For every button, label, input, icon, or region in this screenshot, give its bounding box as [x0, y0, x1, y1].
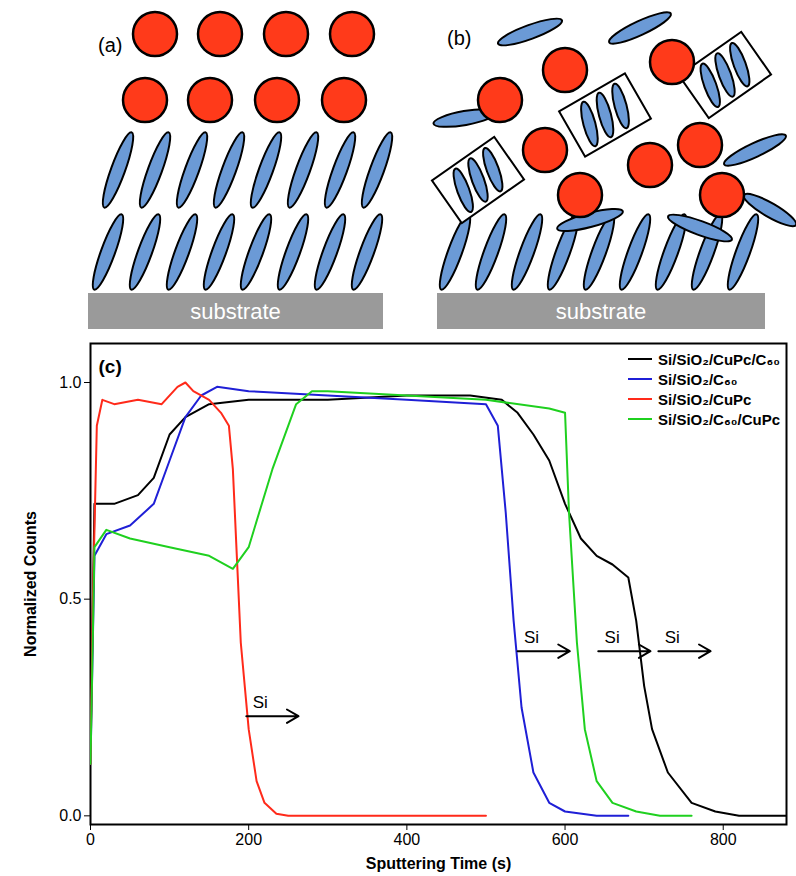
svg-text:Normalized Counts: Normalized Counts: [22, 511, 39, 657]
svg-text:substrate: substrate: [556, 299, 647, 324]
svg-text:1.0: 1.0: [59, 374, 81, 391]
html-text:Si/SiO₂/CuPc: Si/SiO₂/CuPc: [658, 390, 752, 408]
svg-text:Si: Si: [253, 693, 268, 712]
svg-text:0: 0: [86, 831, 95, 848]
svg-text:(c): (c): [99, 356, 122, 377]
svg-text:0.5: 0.5: [59, 590, 81, 607]
svg-text:Sputtering Time (s): Sputtering Time (s): [366, 855, 512, 872]
html-text:Si/SiO₂/CuPc/C₆₀: Si/SiO₂/CuPc/C₆₀: [658, 350, 780, 368]
svg-text:600: 600: [552, 831, 579, 848]
svg-text:(a): (a): [98, 34, 122, 56]
svg-text:substrate: substrate: [190, 299, 281, 324]
html-text:Si/SiO₂/C₆₀: Si/SiO₂/C₆₀: [658, 370, 738, 388]
svg-text:200: 200: [235, 831, 262, 848]
html-text:Si/SiO₂/C₆₀/CuPc: Si/SiO₂/C₆₀/CuPc: [658, 410, 780, 428]
svg-text:800: 800: [710, 831, 737, 848]
svg-text:0.0: 0.0: [59, 807, 81, 824]
svg-text:Si: Si: [665, 628, 680, 647]
svg-text:Si: Si: [605, 628, 620, 647]
svg-text:(b): (b): [447, 27, 471, 49]
svg-text:400: 400: [394, 831, 421, 848]
svg-text:Si: Si: [524, 628, 539, 647]
